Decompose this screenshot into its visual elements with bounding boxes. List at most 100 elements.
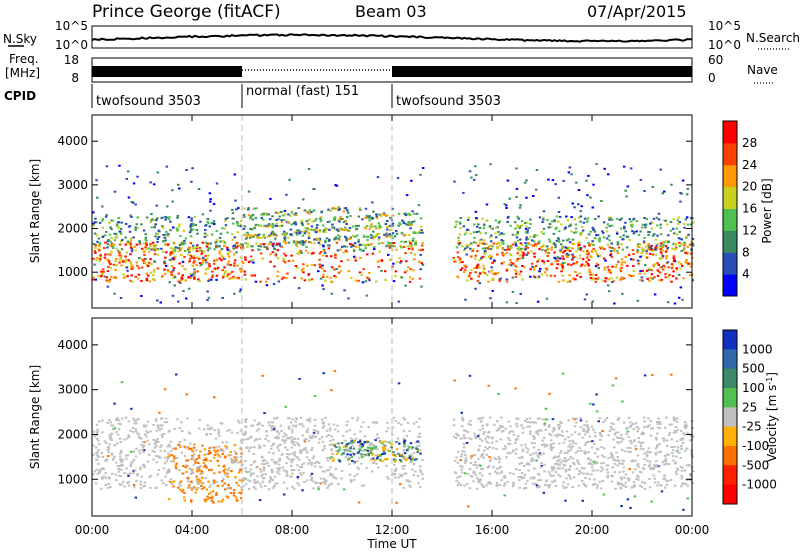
power-cell bbox=[153, 269, 156, 271]
power-cell bbox=[145, 242, 148, 244]
power-cell bbox=[353, 256, 356, 258]
velocity-cell bbox=[289, 476, 292, 478]
power-cell bbox=[138, 274, 141, 276]
power-cell bbox=[604, 267, 607, 269]
power-cell bbox=[99, 222, 102, 224]
power-cell bbox=[515, 196, 518, 198]
velocity-cell bbox=[132, 472, 135, 474]
velocity-cell bbox=[643, 426, 646, 428]
power-cell bbox=[492, 290, 495, 292]
velocity-cell bbox=[640, 448, 643, 450]
power-cell bbox=[680, 243, 683, 245]
power-cell bbox=[209, 225, 212, 227]
power-cell bbox=[592, 207, 595, 209]
power-cell bbox=[650, 277, 653, 279]
velocity-cell bbox=[606, 469, 609, 471]
power-cell bbox=[608, 219, 611, 221]
velocity-cell bbox=[485, 484, 488, 486]
power-cell bbox=[465, 231, 468, 233]
colorbar-tick-label: 20 bbox=[742, 180, 757, 194]
power-cell bbox=[662, 255, 665, 257]
velocity-cell bbox=[460, 469, 463, 471]
power-cell bbox=[266, 284, 269, 286]
power-cell bbox=[226, 275, 229, 277]
velocity-cell bbox=[509, 443, 512, 445]
x-tick-label: 20:00 bbox=[575, 523, 610, 537]
velocity-cell bbox=[560, 422, 563, 424]
power-cell bbox=[339, 208, 342, 210]
power-cell bbox=[521, 265, 524, 267]
velocity-cell bbox=[481, 440, 484, 442]
power-cell bbox=[285, 277, 288, 279]
power-cell bbox=[302, 198, 305, 200]
power-cell bbox=[216, 239, 219, 241]
power-cell bbox=[113, 264, 116, 266]
velocity-cell bbox=[268, 452, 271, 454]
velocity-cell bbox=[358, 468, 361, 470]
power-cell bbox=[595, 265, 598, 267]
power-cell bbox=[107, 270, 110, 272]
velocity-cell bbox=[474, 454, 477, 456]
power-cell bbox=[364, 244, 367, 246]
power-cell bbox=[262, 219, 265, 221]
power-cell bbox=[218, 253, 221, 255]
velocity-cell bbox=[108, 443, 111, 445]
velocity-cell bbox=[245, 483, 248, 485]
velocity-cell bbox=[554, 463, 557, 465]
power-cell bbox=[313, 242, 316, 244]
power-cell bbox=[563, 258, 566, 260]
velocity-cell bbox=[134, 469, 137, 471]
power-cell bbox=[683, 243, 686, 245]
power-cell bbox=[204, 229, 207, 231]
velocity-cell bbox=[135, 430, 138, 432]
velocity-cell bbox=[589, 478, 592, 480]
power-cell bbox=[474, 271, 477, 273]
power-cell bbox=[204, 225, 207, 227]
power-cell bbox=[260, 214, 263, 216]
velocity-cell bbox=[170, 441, 173, 443]
velocity-cell bbox=[622, 463, 625, 465]
power-cell bbox=[473, 237, 476, 239]
velocity-cell bbox=[187, 477, 190, 479]
power-cell bbox=[549, 241, 552, 243]
power-cell bbox=[527, 230, 530, 232]
velocity-cell bbox=[492, 447, 495, 449]
power-cell bbox=[624, 261, 627, 263]
velocity-cell bbox=[515, 423, 518, 425]
power-cell bbox=[253, 227, 256, 229]
power-cell bbox=[93, 224, 96, 226]
power-cell bbox=[126, 178, 129, 180]
velocity-cell bbox=[599, 432, 602, 434]
velocity-cell bbox=[585, 431, 588, 433]
velocity-cell bbox=[322, 372, 325, 374]
power-cell bbox=[587, 175, 590, 177]
power-cell bbox=[370, 223, 373, 225]
power-cell bbox=[632, 275, 635, 277]
power-cell bbox=[648, 231, 651, 233]
power-cell bbox=[135, 276, 138, 278]
power-cell bbox=[558, 281, 561, 283]
power-cell bbox=[192, 255, 195, 257]
velocity-cell bbox=[101, 478, 104, 480]
power-cell bbox=[161, 275, 164, 277]
velocity-cell bbox=[573, 463, 576, 465]
power-cell bbox=[479, 227, 482, 229]
power-cell bbox=[381, 260, 384, 262]
power-cell bbox=[302, 241, 305, 243]
velocity-cell bbox=[665, 458, 668, 460]
velocity-cell bbox=[587, 457, 590, 459]
power-cell bbox=[408, 248, 411, 250]
power-cell bbox=[339, 249, 342, 251]
power-cell bbox=[670, 221, 673, 223]
power-cell bbox=[475, 242, 478, 244]
power-cell bbox=[118, 165, 121, 167]
power-cell bbox=[368, 219, 371, 221]
velocity-cell bbox=[585, 485, 588, 487]
power-cell bbox=[643, 190, 646, 192]
velocity-cell bbox=[559, 452, 562, 454]
velocity-cell bbox=[209, 427, 212, 429]
velocity-cell bbox=[113, 456, 116, 458]
velocity-cell bbox=[173, 480, 176, 482]
velocity-cell bbox=[677, 450, 680, 452]
velocity-cell bbox=[243, 434, 246, 436]
